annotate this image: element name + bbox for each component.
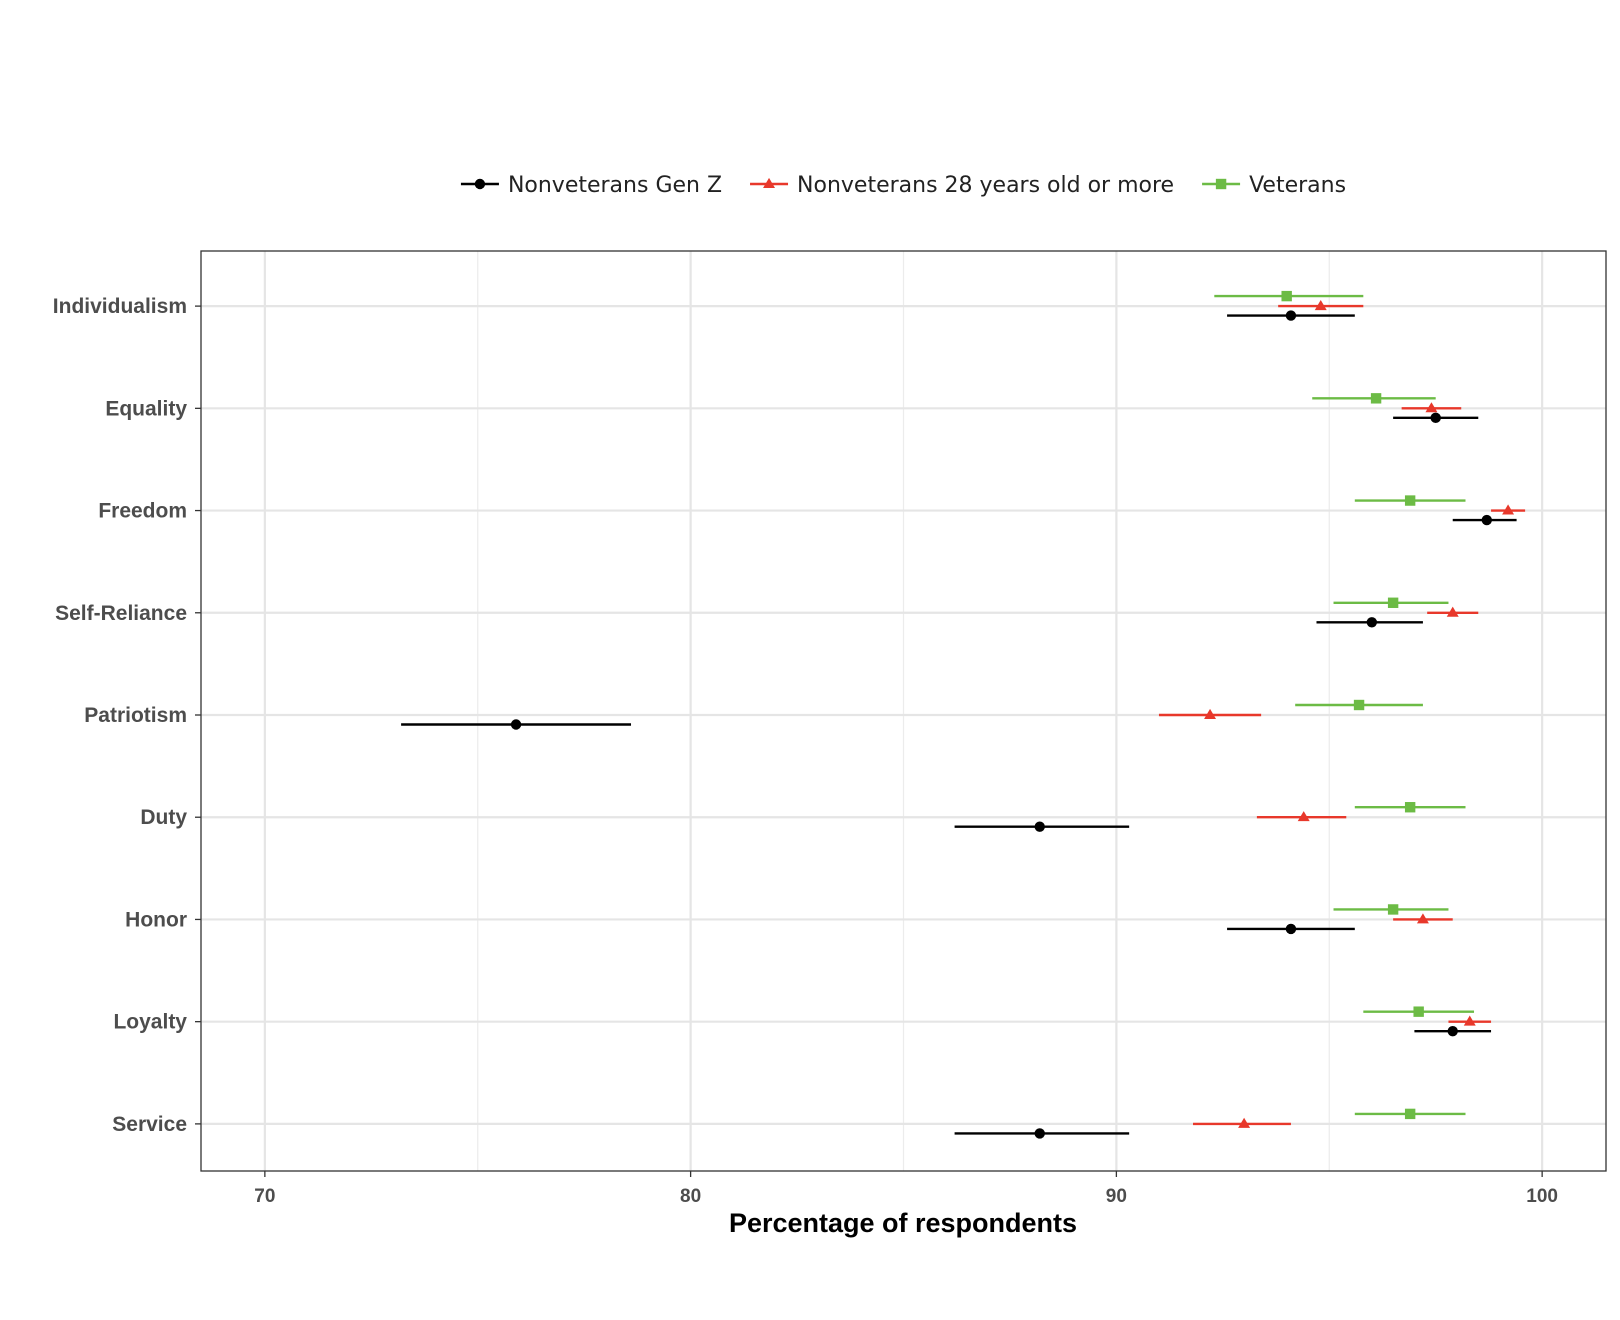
data-point <box>1314 299 1327 311</box>
legend-label: Veterans <box>1249 173 1346 198</box>
category-label-individualism: Individualism <box>53 295 187 318</box>
legend: Nonveterans Gen Z Nonveterans 28 years ol… <box>460 173 1346 198</box>
data-point <box>1447 1025 1458 1037</box>
data-point <box>1425 402 1438 413</box>
data-point <box>1034 1128 1045 1139</box>
legend-key-marker <box>763 177 776 188</box>
legend-item-veterans: Veterans <box>1202 173 1346 198</box>
data-point <box>1285 310 1297 321</box>
legend-label: Nonveterans 28 years old or more <box>797 173 1174 198</box>
data-point <box>1297 811 1310 822</box>
series-veterans <box>1214 290 1475 1120</box>
data-point <box>1238 1117 1251 1128</box>
plot-area <box>200 250 1607 1172</box>
x-tick-label: 90 <box>1106 1186 1127 1207</box>
data-point <box>1446 606 1459 617</box>
data-point <box>1404 495 1416 506</box>
legend-item-nonveterans-gen-z: Nonveterans Gen Z <box>460 173 722 198</box>
data-point <box>1404 1108 1416 1120</box>
data-point <box>1463 1015 1476 1026</box>
data-point <box>1413 1006 1424 1017</box>
category-label-self-reliance: Self-Reliance <box>55 602 187 625</box>
y-axis: Individualism Equality Freedom Self-Relianc… <box>53 295 201 1136</box>
x-tick-label: 100 <box>1526 1186 1558 1207</box>
data-point <box>1481 514 1492 526</box>
category-label-loyalty: Loyalty <box>113 1011 187 1034</box>
plot-border <box>200 250 1607 1172</box>
x-axis-title: Percentage of respondents <box>729 1208 1077 1238</box>
data-point <box>1353 699 1365 711</box>
series-nonveterans-gen-z <box>401 310 1517 1139</box>
data-point <box>1281 290 1292 302</box>
data-point <box>1416 913 1429 924</box>
category-label-duty: Duty <box>140 806 187 829</box>
data-point <box>1404 802 1416 813</box>
data-point <box>510 719 522 730</box>
data-point <box>1387 597 1399 608</box>
legend-key-marker <box>1215 178 1227 190</box>
category-label-patriotism: Patriotism <box>84 704 187 727</box>
legend-item-nonveterans-28-years-old-or-more: Nonveterans 28 years old or more <box>750 173 1174 198</box>
data-point <box>1285 923 1297 935</box>
category-label-freedom: Freedom <box>98 500 187 523</box>
data-point <box>1204 708 1217 719</box>
data-point <box>1430 412 1441 424</box>
data-point <box>1370 393 1382 404</box>
data-point <box>1034 821 1045 832</box>
x-tick-label: 70 <box>254 1186 275 1207</box>
data-point <box>1502 504 1515 515</box>
legend-key-marker <box>474 178 486 190</box>
category-label-honor: Honor <box>125 908 187 931</box>
data-point <box>1366 617 1378 628</box>
x-axis: Percentage of respondents 70 80 90 100 <box>254 1171 1558 1238</box>
legend-label: Nonveterans Gen Z <box>508 173 722 198</box>
data-point <box>1387 904 1399 915</box>
category-label-equality: Equality <box>105 397 187 420</box>
category-label-service: Service <box>112 1113 187 1136</box>
series-nonveterans-28-years-old-or-more <box>1158 299 1526 1128</box>
x-tick-label: 80 <box>680 1186 701 1207</box>
